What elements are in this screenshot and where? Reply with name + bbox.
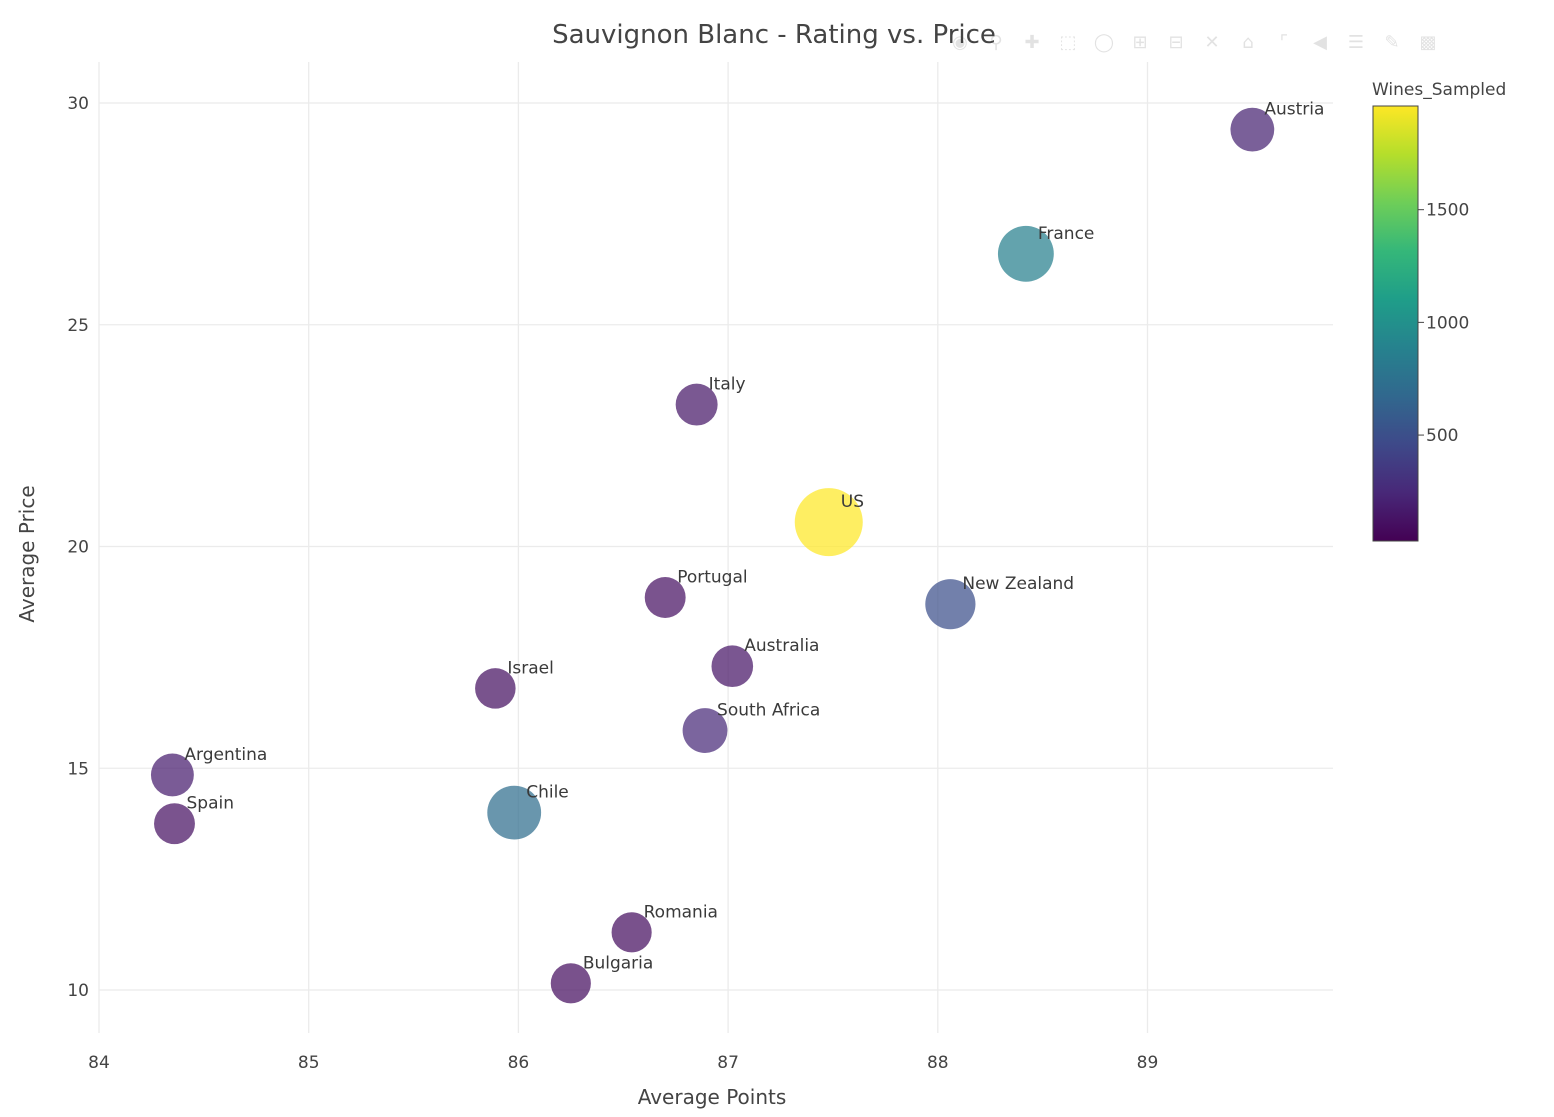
y-tick-label: 10 xyxy=(67,981,89,1001)
colorbar-bar xyxy=(1372,105,1419,542)
y-tick-label: 15 xyxy=(67,759,89,779)
data-point[interactable] xyxy=(1230,107,1275,152)
data-point-label: South Africa xyxy=(717,701,820,721)
x-axis-title: Average Points xyxy=(638,1085,787,1109)
data-point[interactable] xyxy=(925,579,976,630)
colorbar-ticks: 500 1000 1500 xyxy=(1418,201,1469,446)
data-point[interactable] xyxy=(682,708,728,753)
data-point-label: Chile xyxy=(526,783,569,803)
y-tick-label: 25 xyxy=(67,316,89,336)
points xyxy=(150,107,1275,1004)
y-tick-label: 30 xyxy=(67,94,89,114)
data-point[interactable] xyxy=(794,488,863,557)
colorbar-tick-label: 1000 xyxy=(1426,313,1469,333)
zoom-icon[interactable]: ⚲ xyxy=(989,31,1003,53)
data-point-label: US xyxy=(841,492,864,512)
zoom-out-icon[interactable]: ⊟ xyxy=(1168,31,1184,53)
colorbar: Wines_Sampled 500 1000 1500 xyxy=(1372,80,1506,542)
zoom-in-icon[interactable]: ⊞ xyxy=(1132,31,1148,53)
edit-icon[interactable]: ✎ xyxy=(1384,31,1400,53)
data-point-label: Australia xyxy=(744,636,819,656)
x-tick-label: 87 xyxy=(717,1053,739,1073)
data-point-label: Italy xyxy=(709,375,746,395)
autoscale-icon[interactable]: ✕ xyxy=(1204,31,1220,53)
data-point[interactable] xyxy=(150,753,194,797)
box-select-icon[interactable]: ⬚ xyxy=(1059,31,1077,53)
data-point[interactable] xyxy=(550,963,591,1004)
plotly-logo-icon[interactable]: ▩ xyxy=(1419,31,1437,53)
y-tick-label: 20 xyxy=(67,538,89,558)
grid xyxy=(98,62,1333,1033)
data-point[interactable] xyxy=(611,912,652,953)
data-point-label: Austria xyxy=(1264,100,1324,120)
hover-compare-icon[interactable]: ☰ xyxy=(1347,31,1365,53)
data-point[interactable] xyxy=(644,577,686,618)
modebar: ◉ ⚲ ✚ ⬚ ◯ ⊞ ⊟ ✕ ⌂ ⌜ ◀ ☰ ✎ ▩ xyxy=(948,30,1440,54)
colorbar-title: Wines_Sampled xyxy=(1372,80,1506,100)
hover-closest-icon[interactable]: ◀ xyxy=(1313,31,1327,53)
x-tick-label: 86 xyxy=(508,1053,530,1073)
chart-title: Sauvignon Blanc - Rating vs. Price xyxy=(552,20,996,50)
lasso-icon[interactable]: ◯ xyxy=(1093,31,1115,53)
data-point[interactable] xyxy=(154,803,195,845)
data-point[interactable] xyxy=(997,225,1054,282)
data-point-label: Romania xyxy=(644,902,718,922)
data-point-label: France xyxy=(1038,224,1095,244)
x-axis-ticks: 84 85 86 87 88 89 xyxy=(88,1053,1158,1073)
y-axis-title: Average Price xyxy=(15,485,39,622)
colorbar-tick-label: 1500 xyxy=(1426,201,1469,221)
colorbar-tick-label: 500 xyxy=(1426,426,1458,446)
y-axis-ticks: 10 15 20 25 30 xyxy=(67,94,89,1001)
x-tick-label: 85 xyxy=(298,1053,320,1073)
x-tick-label: 84 xyxy=(88,1053,110,1073)
data-point-label: Bulgaria xyxy=(583,953,654,973)
point-labels: Austria France Italy US Portugal New Zealand A… xyxy=(184,100,1324,974)
x-tick-label: 88 xyxy=(927,1053,949,1073)
camera-icon[interactable]: ◉ xyxy=(952,31,968,53)
pan-icon[interactable]: ✚ xyxy=(1024,31,1040,53)
data-point-label: Portugal xyxy=(677,568,747,588)
data-point[interactable] xyxy=(487,785,542,840)
data-point[interactable] xyxy=(475,668,516,709)
data-point-label: New Zealand xyxy=(962,574,1074,594)
spike-icon[interactable]: ⌜ xyxy=(1279,31,1289,53)
home-icon[interactable]: ⌂ xyxy=(1242,31,1254,53)
data-point-label: Spain xyxy=(186,794,234,814)
data-point-label: Israel xyxy=(507,658,553,678)
data-point[interactable] xyxy=(711,645,754,688)
data-point[interactable] xyxy=(675,383,718,426)
data-point-label: Argentina xyxy=(184,745,267,765)
x-tick-label: 89 xyxy=(1137,1053,1159,1073)
